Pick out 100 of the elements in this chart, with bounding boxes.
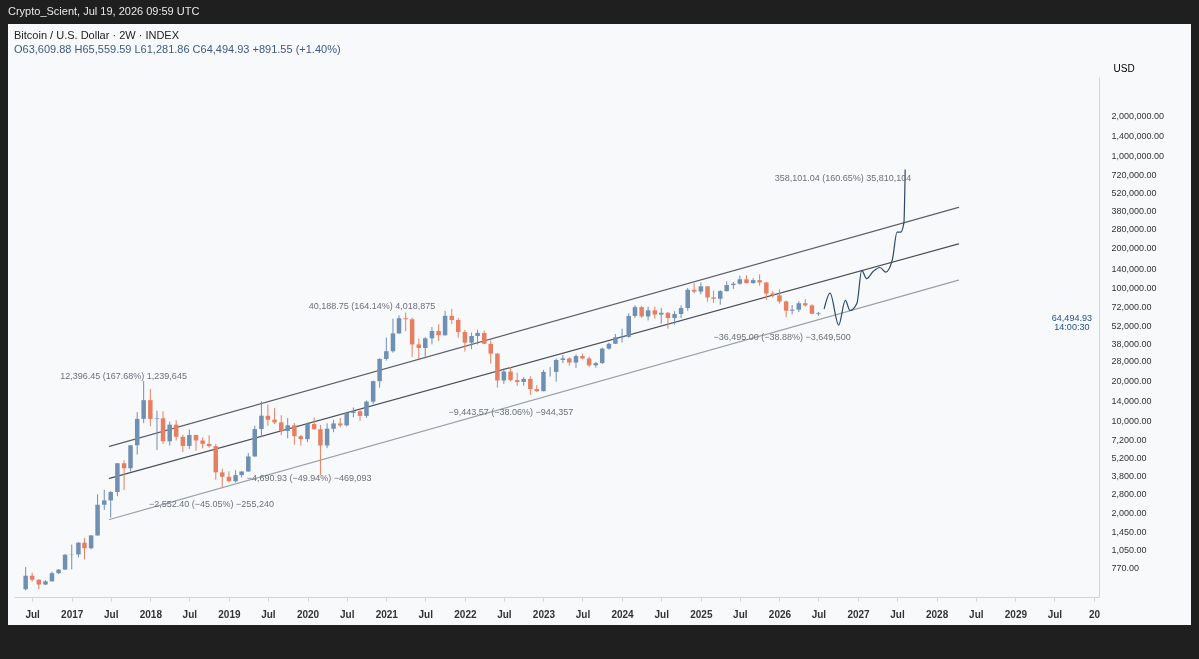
candlestick — [384, 337, 389, 362]
candlestick — [462, 329, 468, 353]
annotation: 14:00:30 — [1054, 322, 1090, 333]
annotation: 64,494.93 — [1051, 312, 1092, 323]
candlestick — [278, 414, 284, 436]
candlestick — [423, 336, 428, 359]
x-tick-label: 2027 — [847, 608, 871, 620]
candlestick — [259, 400, 264, 438]
y-tick-label: 770.00 — [1111, 563, 1140, 574]
candlestick — [187, 429, 192, 450]
x-tick-label: Jul — [339, 608, 355, 620]
y-tick-label: 20,000.00 — [1111, 375, 1152, 386]
candlestick — [148, 388, 153, 427]
candlestick — [69, 544, 74, 570]
y-tick-label: 10,000.00 — [1111, 415, 1152, 426]
candlestick — [757, 273, 762, 287]
candlestick — [121, 459, 127, 491]
y-tick-label: 3,800.00 — [1111, 471, 1147, 482]
x-tick-label: Jul — [261, 608, 276, 620]
candlestick — [318, 424, 323, 476]
y-tick-label: 200,000.00 — [1111, 243, 1157, 254]
y-tick-label: 520,000.00 — [1111, 188, 1157, 199]
x-tick-label: 2017 — [61, 608, 84, 620]
y-tick-label: 280,000.00 — [1111, 223, 1157, 234]
annotation: −36,495.00 (−38.88%) −3,649,500 — [713, 332, 851, 342]
y-tick-label: 52,000.00 — [1111, 320, 1152, 331]
x-tick-label: Jul — [418, 608, 434, 620]
x-tick-label: 2019 — [218, 608, 241, 620]
y-tick-label: 1,050.00 — [1111, 545, 1147, 556]
x-tick-label: 20 — [1088, 608, 1101, 620]
x-tick-label: 2028 — [925, 608, 949, 620]
candlestick — [292, 422, 297, 446]
candlestick — [219, 468, 225, 488]
candlestick — [82, 537, 87, 560]
chart-subtitle: O63,609.88 H65,559.59 L61,281.86 C64,494.93 +891.55 (+1.40%) — [14, 43, 341, 55]
x-tick-label: Jul — [182, 608, 198, 620]
x-tick-label: Jul — [811, 608, 827, 620]
candlestick — [377, 357, 382, 389]
y-tick-label: 2,000,000.00 — [1111, 110, 1165, 121]
candlestick — [685, 287, 690, 312]
y-tick-label: 28,000.00 — [1111, 356, 1152, 367]
candlestick — [626, 312, 631, 339]
candlestick — [357, 408, 363, 422]
y-tick-label: 100,000.00 — [1111, 283, 1157, 294]
text: Crypto_Scient, Jul 19, 2026 09:59 UTC — [7, 4, 201, 19]
annotation: 40,188.75 (164.14%) 4,018,875 — [308, 300, 436, 311]
candlestick — [528, 375, 533, 396]
annotation: 12,396.45 (167.68%) 1,239,645 — [60, 371, 187, 381]
candlestick — [403, 312, 408, 332]
x-tick-label: 2024 — [611, 608, 635, 620]
x-tick-label: Jul — [575, 608, 591, 620]
candlestick — [416, 338, 422, 360]
y-tick-label: 2,800.00 — [1111, 488, 1147, 499]
annotation: −9,443.57 (−38.06%) −944,357 — [448, 407, 574, 418]
y-tick-label: 14,000.00 — [1111, 396, 1152, 407]
candlestick — [390, 318, 396, 354]
x-tick-label: Jul — [654, 608, 670, 620]
x-tick-label: 2026 — [768, 608, 792, 620]
candlestick — [246, 452, 251, 473]
y-tick-label: 1,400,000.00 — [1111, 131, 1165, 142]
candlestick — [658, 307, 664, 325]
candlestick — [573, 353, 579, 369]
chart-title: Bitcoin / U.S. Dollar · 2W · INDEX — [14, 29, 180, 41]
y-tick-label: 1,000,000.00 — [1111, 150, 1165, 161]
y-tick-label: 1,450.00 — [1111, 526, 1147, 537]
x-tick-label: Jul — [733, 608, 748, 620]
y-tick-label: 72,000.00 — [1111, 302, 1152, 313]
candlestick — [698, 281, 704, 295]
x-tick-label: Jul — [1047, 608, 1063, 620]
x-tick-label: 2029 — [1004, 608, 1028, 620]
x-tick-label: 2018 — [139, 608, 163, 620]
y-tick-label: 38,000.00 — [1111, 338, 1152, 349]
candlestick — [167, 421, 172, 447]
x-tick-label: Jul — [103, 608, 119, 620]
x-tick-label: Jul — [969, 608, 984, 620]
x-tick-label: 2021 — [375, 608, 399, 620]
x-tick-label: Jul — [497, 608, 512, 620]
x-tick-label: 2020 — [296, 608, 320, 620]
y-tick-label: 720,000.00 — [1111, 169, 1157, 180]
y-tick-label: 2,000.00 — [1111, 508, 1147, 519]
y-tick-label: 380,000.00 — [1111, 206, 1157, 217]
x-tick-label: Jul — [890, 608, 905, 620]
candlestick — [108, 490, 113, 519]
x-tick-label: 2022 — [454, 608, 477, 620]
y-tick-label: 7,200.00 — [1111, 434, 1147, 445]
candlestick — [141, 380, 146, 424]
x-tick-label: 2023 — [532, 608, 556, 620]
candlestick — [154, 410, 160, 451]
candlestick — [488, 339, 493, 365]
x-tick-label: Jul — [25, 608, 41, 620]
y-tick-label: 5,200.00 — [1111, 453, 1147, 464]
candlestick — [23, 566, 28, 591]
candlestick — [305, 422, 310, 443]
candlestick — [560, 354, 566, 364]
candlestick — [102, 489, 107, 511]
x-tick-label: 2025 — [690, 608, 713, 620]
y-axis-title: USD — [1113, 62, 1135, 74]
candlestick — [128, 444, 133, 472]
candlestick — [285, 417, 290, 439]
y-tick-label: 140,000.00 — [1111, 263, 1157, 274]
